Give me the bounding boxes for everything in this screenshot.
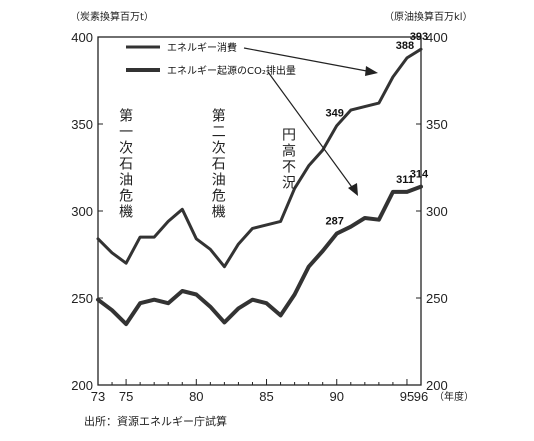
data-label: 287 [326,216,344,228]
left-axis-unit: （炭素換算百万t） [70,10,154,23]
right-tick-label: 300 [426,204,448,219]
chart-text: 200 200 250 250 300 300 350 350 400 400 73 75 80 85 90… [70,10,474,428]
annotation-char: 一 [119,125,133,141]
legend-label-co2: エネルギー起源のCO₂排出量 [167,64,296,77]
source-note: 出所：資源エネルギー庁試算 [84,414,227,428]
annotation-char: 第 [212,108,226,125]
co2-emissions-line [96,184,423,327]
annotation-char: 機 [119,205,133,221]
x-tick-label: 75 [119,389,133,404]
left-tick-label: 200 [71,378,93,393]
right-axis-unit: （原油換算百万kl） [384,10,473,23]
legend-arrowhead-energy [365,66,378,76]
data-label: 393 [410,31,428,43]
plot-frame [97,36,422,386]
annotation-char: 次 [119,141,133,157]
x-tick-label: 80 [189,389,203,404]
annotation-char: 危 [212,189,226,205]
data-label: 314 [410,169,429,181]
legend-label-energy: エネルギー消費 [167,41,237,54]
annotation-char: 第 [119,108,133,125]
annotation-char: 高 [282,143,296,160]
x-tick-label: 96 [414,389,428,404]
annotation-char: 石 [119,157,133,173]
data-label: 388 [396,40,414,52]
annotation-char: 不 [282,160,296,176]
right-tick-label: 200 [426,378,448,393]
annotation-char: 石 [212,157,226,173]
left-tick-label: 250 [71,291,93,306]
x-tick-label: 73 [91,389,105,404]
left-tick-label: 300 [71,204,93,219]
legend-arrow-energy [243,47,373,73]
right-tick-label: 350 [426,117,448,132]
legend-arrow-co2 [267,71,355,191]
legend-arrowhead-co2 [348,183,358,196]
annotation-char: 危 [119,189,133,205]
energy-consumption-line [96,47,423,269]
x-tick-label: 95 [400,389,414,404]
x-tick-label: 90 [330,389,344,404]
annotation-char: 油 [212,173,226,189]
annotation-char: 機 [212,205,226,221]
axes-frame [97,36,422,386]
left-tick-label: 400 [71,30,93,45]
x-tick-label: 85 [259,389,273,404]
annotation-char: 況 [282,176,296,192]
right-tick-label: 250 [426,291,448,306]
data-label: 311 [396,174,414,186]
annotation-char: 油 [119,173,133,189]
annotation-char: 二 [212,125,226,141]
series-lines [96,45,423,327]
x-unit-label: （年度） [434,390,474,403]
left-tick-label: 350 [71,117,93,132]
data-label: 349 [326,108,344,120]
right-tick-label: 400 [426,30,448,45]
annotation-char: 次 [212,141,226,157]
annotation-char: 円 [282,128,296,144]
